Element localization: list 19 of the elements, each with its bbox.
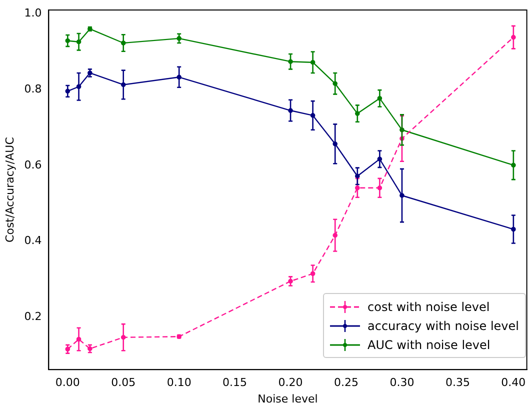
legend-label: cost with noise level (368, 300, 490, 314)
y-tick-label: 0.8 (24, 82, 42, 96)
legend-label: AUC with noise level (368, 338, 490, 352)
x-tick-label: 0.40 (501, 376, 526, 390)
y-axis-title: Cost/Accuracy/AUC (3, 136, 16, 242)
x-tick-label: 0.25 (334, 376, 359, 390)
x-tick-label: 0.10 (166, 376, 192, 390)
y-tick-label: 0.2 (24, 310, 42, 324)
y-tick-label: 0.6 (24, 158, 42, 172)
x-axis-title: Noise level (258, 392, 318, 406)
x-tick-label: 0.00 (55, 376, 80, 390)
y-tick-label: 0.4 (24, 234, 42, 248)
x-tick-label: 0.35 (445, 376, 470, 390)
x-tick-label: 0.30 (390, 376, 414, 390)
x-tick-label: 0.15 (222, 376, 248, 390)
y-tick-label: 1.0 (24, 6, 42, 20)
x-tick-label: 0.05 (111, 376, 136, 390)
x-tick-label: 0.20 (278, 376, 303, 390)
legend-label: accuracy with noise level (368, 318, 519, 332)
